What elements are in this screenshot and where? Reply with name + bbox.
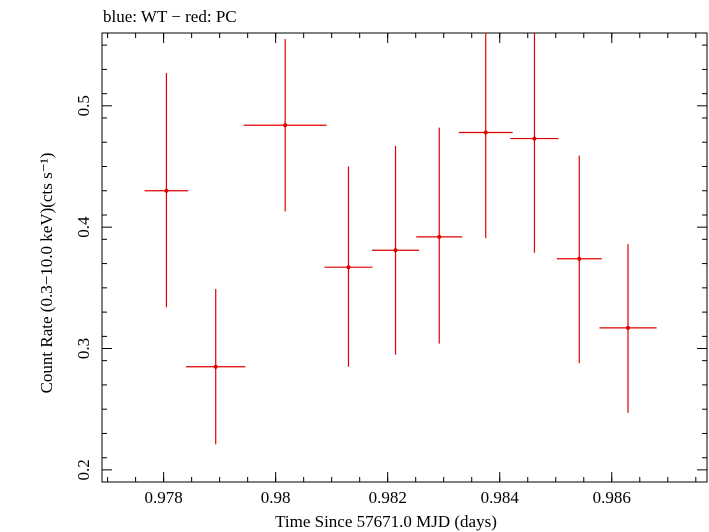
data-point bbox=[556, 155, 602, 364]
x-tick-label: 0.98 bbox=[261, 488, 291, 507]
point-marker bbox=[346, 265, 351, 270]
data-point bbox=[144, 73, 189, 308]
y-tick-label: 0.3 bbox=[74, 338, 93, 359]
x-axis-label: Time Since 57671.0 MJD (days) bbox=[275, 512, 497, 531]
y-tick-label: 0.5 bbox=[74, 95, 93, 116]
plot-frame bbox=[101, 32, 708, 483]
point-marker bbox=[283, 123, 288, 128]
point-marker bbox=[164, 188, 169, 193]
point-marker bbox=[532, 136, 537, 141]
data-point bbox=[599, 244, 657, 413]
data-point bbox=[243, 39, 327, 212]
data-point bbox=[458, 33, 513, 239]
data-point bbox=[416, 127, 463, 344]
y-axis-label: Count Rate (0.3−10.0 keV)(cts s⁻¹) bbox=[37, 153, 56, 394]
chart-title: blue: WT − red: PC bbox=[103, 7, 237, 26]
point-marker bbox=[577, 256, 582, 261]
y-tick-label: 0.4 bbox=[74, 216, 93, 238]
x-tick-label: 0.982 bbox=[369, 488, 407, 507]
point-marker bbox=[393, 248, 398, 253]
axis-ticks bbox=[102, 33, 707, 483]
point-marker bbox=[626, 325, 631, 330]
x-tick-label: 0.978 bbox=[144, 488, 182, 507]
data-point bbox=[324, 166, 373, 367]
point-marker bbox=[483, 130, 488, 135]
point-marker bbox=[213, 364, 218, 369]
data-point bbox=[372, 145, 420, 355]
data-point bbox=[510, 33, 559, 253]
x-tick-label: 0.986 bbox=[593, 488, 631, 507]
point-marker bbox=[437, 234, 442, 239]
data-marks bbox=[144, 33, 657, 445]
x-tick-label: 0.984 bbox=[481, 488, 520, 507]
y-tick-label: 0.2 bbox=[74, 459, 93, 480]
axis-tick-labels: 0.978 0.98 0.982 0.984 0.986 0.2 0.3 0.4 0.5 bbox=[74, 95, 631, 507]
data-point bbox=[186, 289, 246, 445]
